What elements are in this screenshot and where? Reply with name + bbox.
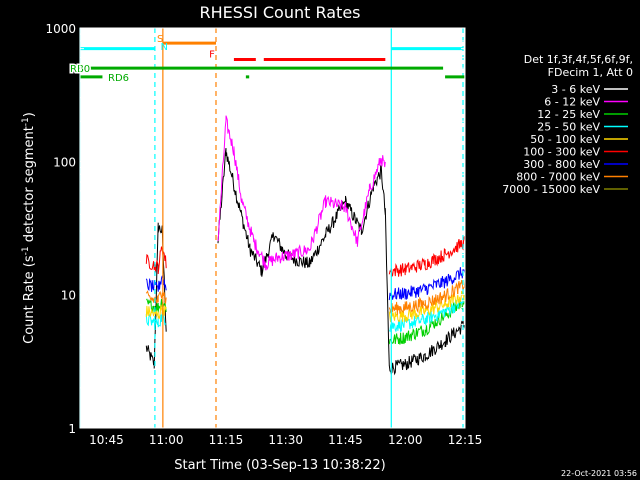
series-layer	[145, 115, 466, 376]
x-tick-label: 12:15	[448, 433, 483, 447]
legend-entry-label: 12 - 25 keV	[537, 108, 600, 121]
x-tick-label: 10:45	[89, 433, 124, 447]
legend-entry-label: 800 - 7000 keV	[516, 171, 600, 184]
y-axis-label: Count Rate (s-1 detector segment-1)	[21, 112, 37, 344]
x-tick-label: 11:45	[328, 433, 363, 447]
series-line	[217, 115, 386, 271]
rb-label: RD6	[108, 73, 129, 84]
y-tick-label: 1000	[45, 22, 76, 36]
footer-date: 22-Oct-2021 03:56	[561, 469, 637, 478]
plot-background	[80, 28, 465, 428]
top-label: F	[209, 50, 215, 61]
legend-entry-label: 3 - 6 keV	[551, 83, 600, 96]
x-tick-label: 11:00	[149, 433, 184, 447]
axes-ticks: 10:45 11:00 11:15 11:30 11:45 12:00 12:15 1 10 10…	[45, 22, 482, 447]
top-label: S	[157, 34, 163, 45]
y-axis-label-sup1: -1	[21, 246, 31, 255]
chart-title: RHESSI Count Rates	[200, 3, 361, 22]
y-axis-label-main: Count Rate (s	[22, 255, 37, 344]
x-tick-label: 11:15	[209, 433, 244, 447]
y-axis-label-mid: detector segment	[22, 126, 37, 246]
legend-entry-label: 300 - 800 keV	[523, 158, 600, 171]
y-tick-label: 100	[53, 155, 76, 169]
plot-area	[80, 28, 465, 428]
y-tick-label: 1	[68, 422, 76, 436]
top-label: N	[160, 42, 167, 53]
x-tick-label: 12:00	[388, 433, 423, 447]
x-axis-label: Start Time (03-Sep-13 10:38:22)	[174, 458, 385, 473]
legend-entry-label: 6 - 12 keV	[544, 96, 600, 109]
x-tick-label: 11:30	[268, 433, 303, 447]
legend-entry-label: 25 - 50 keV	[537, 121, 600, 134]
legend-header-2: FDecim 1, Att 0	[548, 66, 633, 79]
y-axis-label-sup2: -1	[21, 117, 31, 126]
legend-header-1: Det 1f,3f,4f,5f,6f,9f,	[524, 53, 633, 66]
legend-entry-label: 50 - 100 keV	[530, 133, 600, 146]
y-tick-label: 10	[61, 289, 76, 303]
legend-entry-label: 100 - 300 keV	[523, 146, 600, 159]
legend-entry-label: 7000 - 15000 keV	[502, 183, 600, 196]
legend: Det 1f,3f,4f,5f,6f,9f, FDecim 1, Att 0 3…	[502, 53, 633, 196]
y-axis-label-end: )	[22, 112, 37, 117]
plot-frame	[79, 27, 466, 429]
